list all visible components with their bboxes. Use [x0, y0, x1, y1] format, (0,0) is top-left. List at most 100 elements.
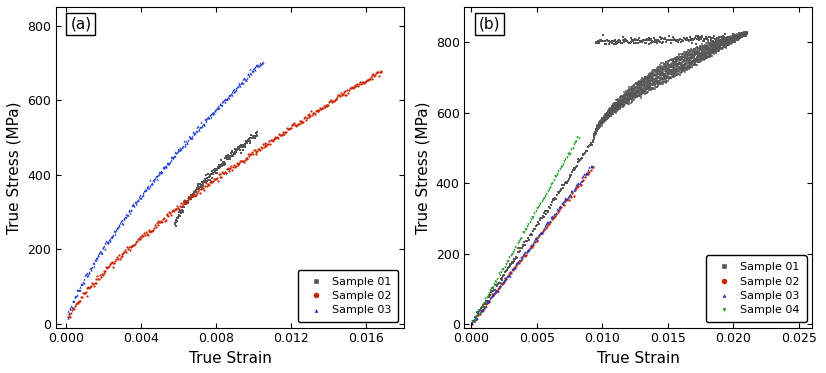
Point: [618, 92, 631, 98]
Point: [536, 197, 549, 203]
Point: [648, 72, 662, 78]
Point: [623, 88, 636, 94]
Point: [369, 70, 382, 76]
Point: [662, 78, 675, 84]
Point: [658, 35, 672, 41]
Point: [633, 90, 646, 96]
Point: [718, 41, 731, 47]
Point: [356, 80, 369, 86]
Point: [553, 190, 566, 196]
Point: [587, 134, 601, 140]
Point: [695, 46, 708, 52]
Point: [650, 66, 663, 72]
Point: [619, 94, 632, 100]
Point: [158, 218, 171, 224]
Point: [710, 41, 723, 47]
Point: [687, 62, 700, 68]
Point: [688, 57, 701, 63]
Point: [126, 202, 139, 208]
Point: [198, 184, 211, 189]
Point: [272, 135, 285, 141]
Point: [617, 94, 630, 100]
Point: [192, 186, 206, 192]
Point: [194, 186, 207, 192]
Point: [468, 314, 482, 320]
Point: [309, 108, 322, 114]
Point: [705, 50, 719, 56]
Point: [256, 59, 269, 65]
Point: [714, 39, 728, 45]
Point: [358, 79, 372, 85]
Point: [103, 261, 116, 267]
Point: [645, 36, 658, 42]
Point: [532, 234, 545, 240]
Point: [722, 39, 735, 45]
Point: [65, 304, 78, 310]
Point: [669, 38, 682, 44]
Point: [533, 232, 546, 238]
Point: [616, 93, 629, 98]
Point: [691, 48, 705, 54]
Point: [706, 38, 719, 44]
Point: [603, 111, 616, 117]
Point: [481, 300, 494, 306]
Point: [173, 210, 186, 216]
Point: [590, 40, 603, 46]
Point: [106, 260, 119, 266]
Point: [695, 34, 709, 40]
Point: [507, 265, 520, 271]
Point: [727, 35, 740, 41]
Point: [595, 118, 608, 124]
Point: [597, 116, 610, 122]
Point: [589, 129, 602, 135]
Point: [241, 139, 254, 145]
Point: [656, 64, 669, 70]
Point: [736, 30, 749, 36]
Point: [711, 35, 724, 41]
Point: [62, 308, 75, 314]
Point: [641, 76, 654, 82]
Point: [145, 181, 158, 187]
Point: [636, 79, 649, 85]
Point: [612, 99, 625, 105]
Point: [736, 32, 749, 38]
Point: [634, 82, 647, 88]
Point: [250, 133, 263, 139]
Point: [661, 70, 674, 76]
Point: [486, 283, 499, 289]
Point: [695, 44, 708, 50]
Point: [170, 206, 183, 212]
Point: [730, 35, 743, 41]
Point: [635, 82, 648, 88]
Point: [273, 131, 286, 137]
Point: [140, 231, 154, 237]
Point: [545, 199, 558, 205]
Point: [735, 32, 748, 38]
Point: [724, 39, 737, 45]
Point: [150, 176, 164, 182]
Point: [204, 179, 217, 185]
Point: [583, 169, 596, 175]
Point: [667, 65, 681, 71]
Point: [493, 283, 506, 289]
Point: [728, 38, 741, 44]
Point: [332, 91, 345, 97]
Point: [661, 37, 674, 43]
Point: [203, 173, 216, 179]
Point: [484, 287, 497, 293]
Point: [495, 282, 508, 288]
Point: [666, 60, 679, 66]
Point: [88, 257, 102, 263]
Point: [624, 90, 637, 95]
Point: [103, 238, 116, 244]
Point: [605, 111, 618, 117]
Point: [216, 170, 230, 176]
Point: [654, 81, 667, 87]
Point: [476, 307, 489, 313]
Point: [645, 85, 658, 91]
Point: [615, 40, 629, 46]
Point: [184, 192, 197, 198]
Point: [726, 31, 739, 37]
Point: [605, 106, 619, 112]
Point: [688, 56, 701, 62]
